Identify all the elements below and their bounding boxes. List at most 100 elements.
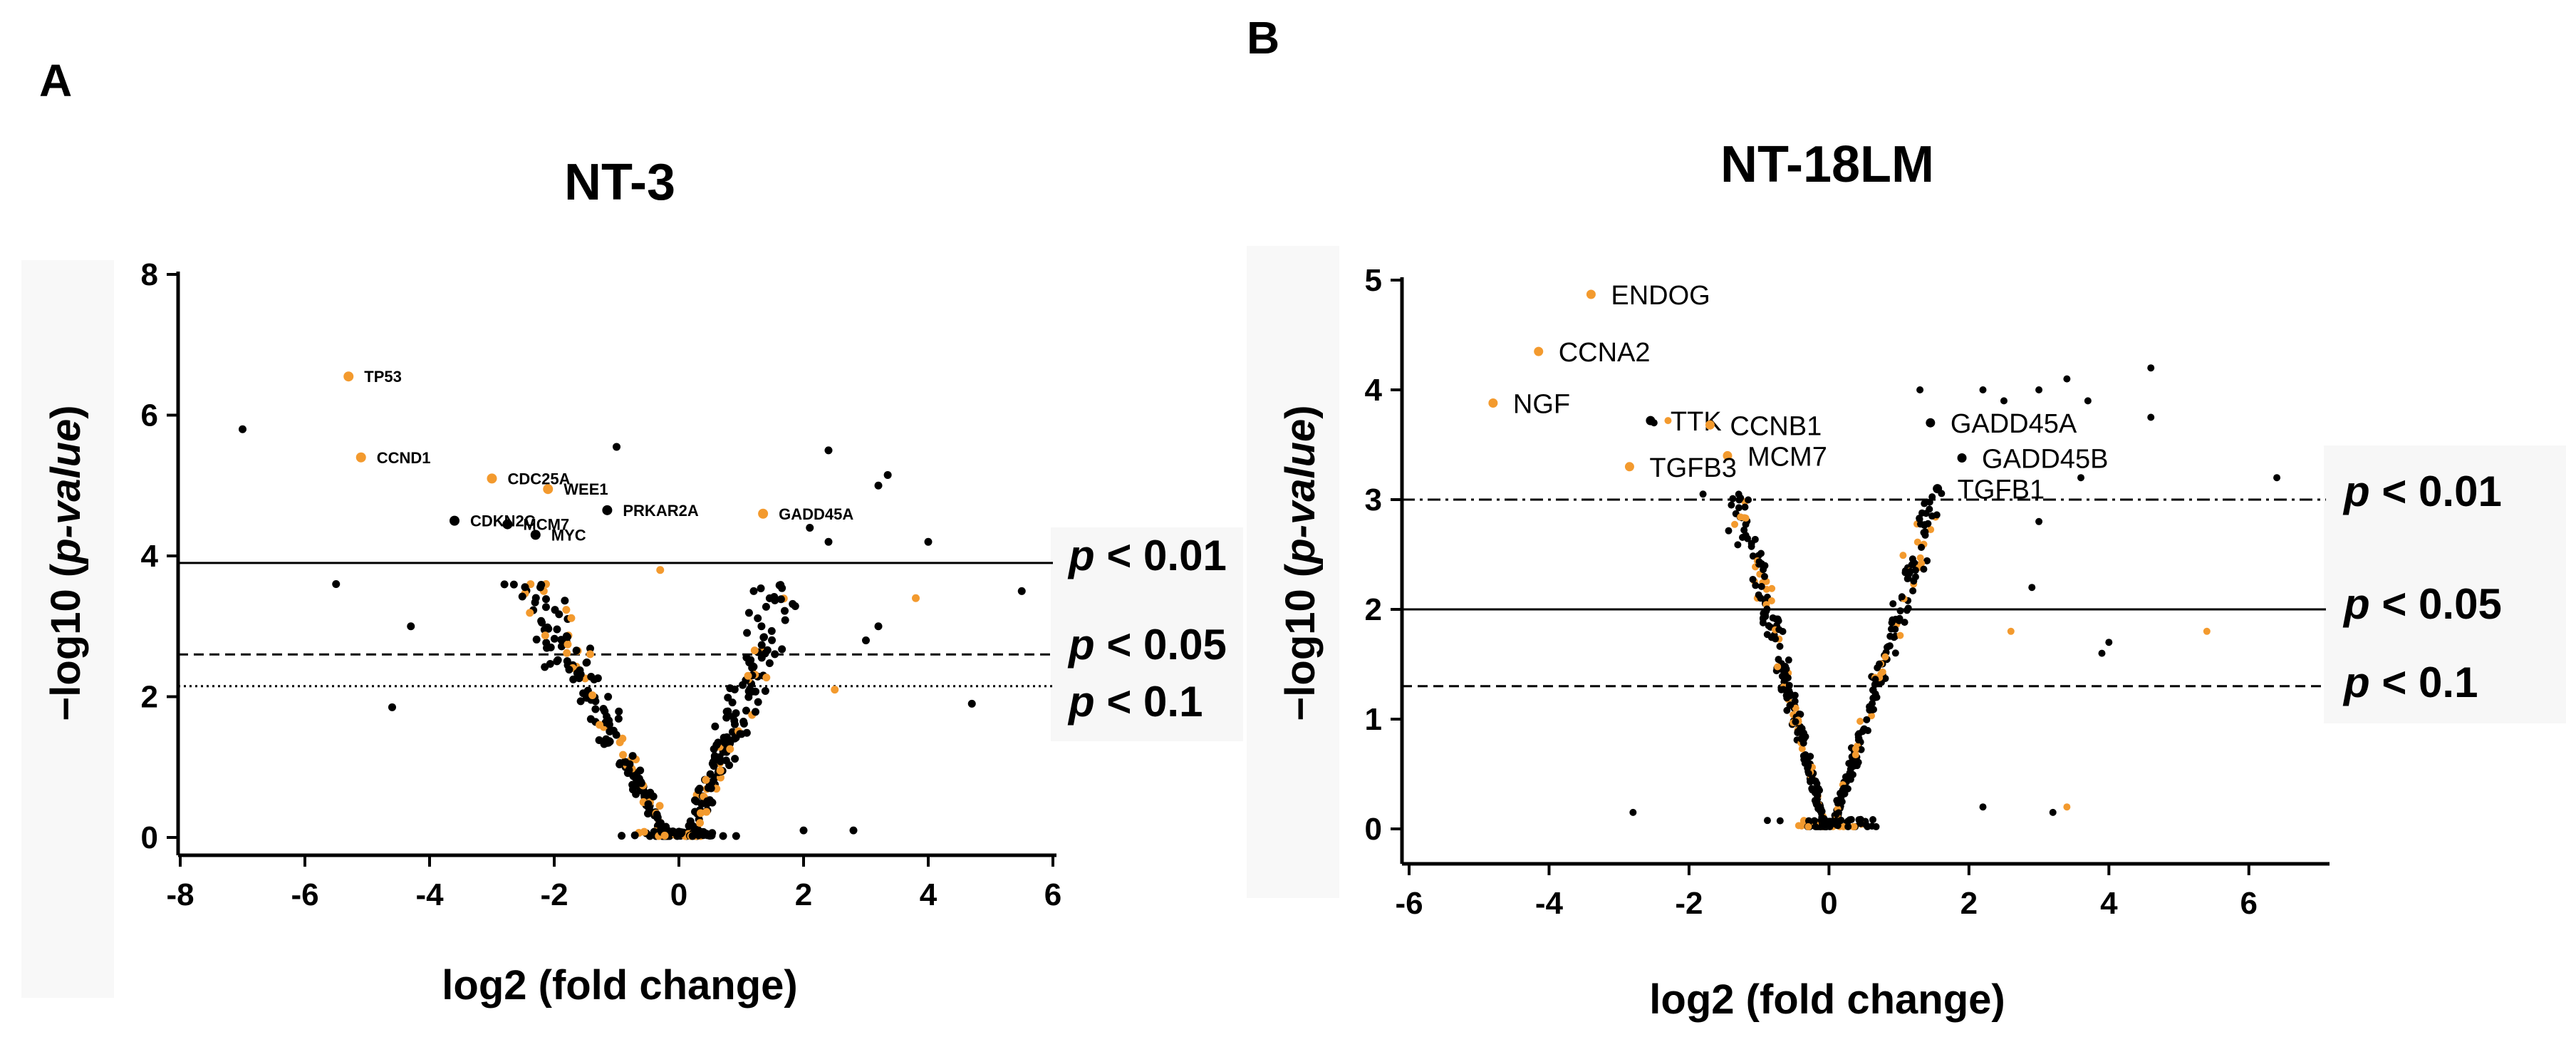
x-tick-label: 6 [2240, 886, 2258, 921]
gene-point [618, 832, 626, 840]
chart-b-title: NT-18LM [1720, 136, 1934, 193]
gene-point [722, 708, 731, 716]
gene-point [1699, 490, 1707, 498]
labeled-gene-point [1488, 398, 1498, 408]
gene-point [541, 603, 550, 612]
gene-point [554, 656, 562, 664]
gene-point [743, 629, 752, 637]
gene-point [806, 524, 814, 532]
labeled-gene-point [1926, 418, 1936, 428]
gene-point [332, 580, 341, 588]
gene-point [1911, 573, 1919, 581]
gene-point [1926, 505, 1933, 513]
gene-point [614, 714, 623, 723]
gene-point [600, 740, 608, 748]
gene-point [778, 645, 786, 654]
gene-point [703, 831, 712, 840]
gene-point-highlight [726, 745, 734, 753]
gene-point [1749, 575, 1757, 583]
gene-point [537, 580, 546, 589]
gene-point [1916, 520, 1924, 528]
gene-point [1916, 386, 1924, 393]
gene-point [1757, 594, 1765, 602]
gene-point-highlight [1916, 554, 1924, 562]
threshold-label: p < 0.1 [1067, 678, 1203, 726]
gene-point [1889, 600, 1897, 608]
gene-label: NGF [1513, 389, 1570, 419]
gene-label: PRKAR2A [623, 502, 698, 520]
labeled-gene-point [1534, 346, 1544, 356]
gene-point-highlight [588, 691, 597, 699]
gene-point [1782, 665, 1790, 673]
gene-point [1629, 808, 1637, 816]
gene-point [754, 698, 762, 706]
gene-point [742, 654, 751, 662]
gene-point [630, 831, 639, 840]
gene-point [1918, 543, 1926, 551]
gene-point-highlight [1798, 745, 1806, 753]
threshold-p-symbol: p [1067, 621, 1095, 669]
gene-point [509, 580, 518, 589]
gene-point [1928, 512, 1936, 520]
gene-point [697, 800, 706, 808]
gene-point [722, 713, 731, 722]
gene-point [1896, 607, 1904, 615]
chart-b-xlabel: log2 (fold change) [1649, 976, 2005, 1023]
gene-point [1908, 555, 1916, 563]
gene-point [711, 722, 720, 731]
gene-point [543, 623, 551, 631]
gene-point-highlight [702, 775, 710, 784]
gene-point [1817, 821, 1825, 829]
gene-point [1924, 520, 1932, 527]
gene-point [532, 635, 541, 644]
gene-point [2098, 649, 2106, 657]
gene-point [767, 626, 776, 635]
gene-point [2028, 584, 2036, 592]
gene-point [563, 657, 571, 666]
gene-label: MCM7 [523, 516, 569, 534]
gene-point [757, 584, 765, 592]
gene-label: TTK [1671, 407, 1722, 437]
gene-point [759, 633, 768, 641]
labeled-gene-point [530, 530, 541, 540]
gene-point [695, 785, 704, 793]
panel-letter-b: B [1247, 12, 1279, 63]
gene-point [708, 778, 717, 786]
threshold-label: p < 0.1 [2342, 659, 2478, 706]
gene-point-highlight [1799, 817, 1807, 825]
gene-point [1729, 495, 1737, 502]
ylabel-b-box [1247, 246, 1339, 898]
gene-point-highlight [1792, 704, 1799, 712]
gene-point-highlight [750, 646, 759, 655]
gene-point [1792, 718, 1799, 726]
gene-point [2049, 808, 2057, 816]
threshold-p-symbol: p [2342, 468, 2370, 515]
gene-point [1763, 631, 1771, 639]
gene-point [667, 828, 675, 837]
gene-point [1812, 822, 1819, 830]
gene-point [1783, 706, 1791, 714]
x-tick-label: 2 [795, 877, 812, 912]
gene-point [1833, 797, 1841, 805]
gene-point [541, 595, 550, 604]
threshold-value: < 0.1 [2370, 659, 2478, 706]
gene-point [1791, 691, 1799, 699]
labeled-gene-point [543, 484, 554, 495]
gene-point-highlight [1850, 822, 1858, 830]
threshold-label: p < 0.01 [1067, 532, 1227, 579]
x-tick-label: -6 [1395, 886, 1423, 921]
gene-point [612, 731, 620, 739]
y-tick-label: 4 [141, 539, 159, 574]
gene-point [628, 752, 637, 760]
gene-point-highlight [655, 802, 664, 810]
gene-label: WEE1 [564, 480, 608, 498]
gene-point [1735, 490, 1743, 498]
gene-point [586, 644, 595, 653]
gene-point [1749, 552, 1757, 560]
gene-point [749, 587, 758, 595]
gene-point-highlight [567, 614, 576, 622]
labeled-gene-point [1723, 450, 1733, 460]
gene-point-highlight [563, 649, 571, 657]
gene-point [716, 757, 724, 765]
threshold-p-symbol: p [1067, 678, 1095, 726]
